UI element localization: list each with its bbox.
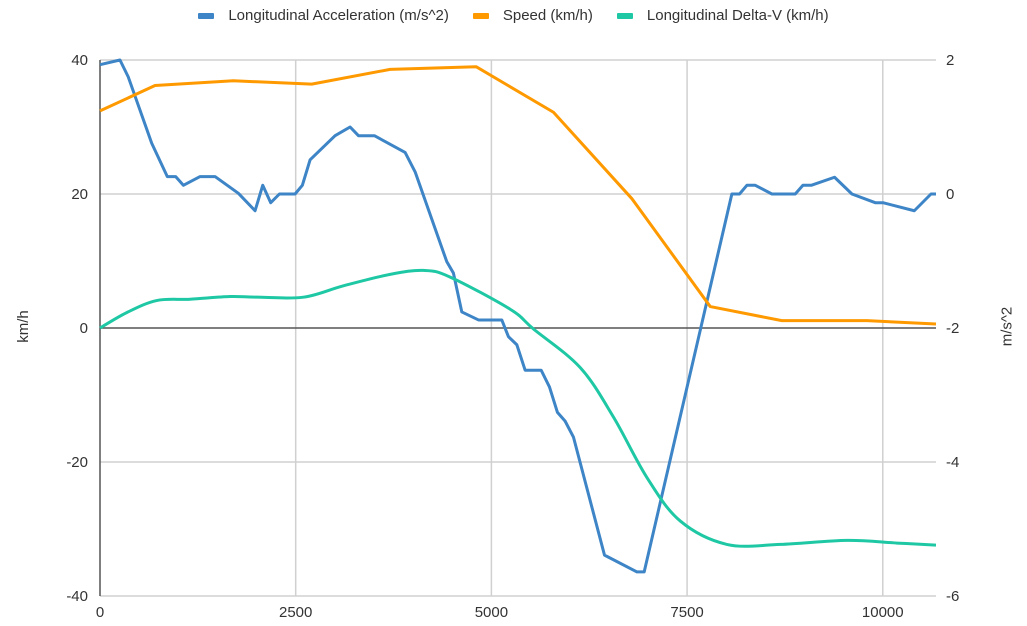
legend-label: Longitudinal Delta-V (km/h) xyxy=(646,7,829,24)
x-tick-label: 5000 xyxy=(475,604,508,621)
legend-item[interactable]: Speed (km/h) xyxy=(472,7,593,24)
series-line-0 xyxy=(99,58,936,574)
y-left-tick-label: 20 xyxy=(71,186,88,203)
y-right-tick-label: 2 xyxy=(946,52,954,69)
x-tick-label: 2500 xyxy=(279,604,312,621)
series-line-2 xyxy=(99,268,937,548)
y-left-tick-label: -40 xyxy=(66,588,88,605)
y-left-tick-label: 40 xyxy=(71,52,88,69)
x-tick-label: 0 xyxy=(96,604,104,621)
legend-item[interactable]: Longitudinal Acceleration (m/s^2) xyxy=(198,7,449,24)
legend-swatch xyxy=(198,12,215,19)
legend-label: Speed (km/h) xyxy=(502,7,593,24)
y-right-tick-label: -6 xyxy=(946,588,959,605)
x-tick-label: 10000 xyxy=(862,604,904,621)
legend: Longitudinal Acceleration (m/s^2) Speed (… xyxy=(0,7,1027,24)
y-left-tick-label: -20 xyxy=(66,454,88,471)
y-left-tick-label: 0 xyxy=(80,320,88,337)
x-tick-label: 7500 xyxy=(670,604,703,621)
legend-swatch xyxy=(616,12,633,19)
y-right-tick-label: -4 xyxy=(946,454,959,471)
y-right-tick-label: 0 xyxy=(946,186,954,203)
series-line-1 xyxy=(99,65,937,326)
legend-item[interactable]: Longitudinal Delta-V (km/h) xyxy=(616,7,829,24)
legend-label: Longitudinal Acceleration (m/s^2) xyxy=(228,7,449,24)
y-right-tick-label: -2 xyxy=(946,320,959,337)
legend-swatch xyxy=(472,12,489,19)
